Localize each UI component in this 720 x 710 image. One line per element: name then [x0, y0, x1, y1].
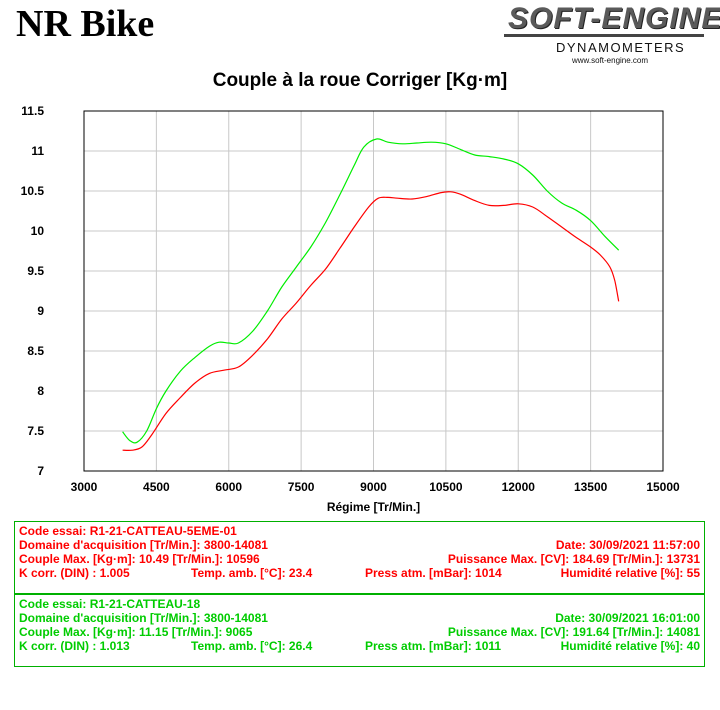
y-tick-label-1: 11	[31, 144, 44, 158]
run-couple-max: Couple Max. [Kg·m]: 11.15 [Tr/Min.]: 906…	[19, 625, 253, 639]
chart-grid	[83, 110, 664, 472]
y-axis-ticks: 11.5 11 10.5 10 9.5 9 8.5 8 7.5 7	[21, 104, 45, 478]
series-line-red	[122, 191, 620, 452]
x-tick-label-1: 4500	[143, 480, 170, 494]
y-tick-label-3: 10	[31, 224, 45, 238]
y-tick-label-4: 9.5	[27, 264, 44, 278]
x-axis-ticks: 3000 4500 6000 7500 9000 10500 12000 13500 15000	[71, 480, 680, 494]
x-tick-label-5: 10500	[429, 480, 463, 494]
y-tick-label-2: 10.5	[21, 184, 45, 198]
run-code: Code essai: R1-21-CATTEAU-18	[19, 597, 201, 611]
x-tick-label-8: 15000	[646, 480, 680, 494]
series-line-green	[122, 138, 620, 444]
x-tick-label-2: 6000	[215, 480, 242, 494]
soft-engine-logo: SOFT-ENGINE DYNAMOMETERS www.soft-engine…	[500, 0, 720, 72]
x-tick-label-4: 9000	[360, 480, 387, 494]
y-tick-label-5: 9	[37, 304, 44, 318]
chart-title: Couple à la roue Corriger [Kg·m]	[212, 70, 508, 91]
run-puissance-max: Puissance Max. [CV]: 191.64 [Tr/Min.]: 1…	[447, 625, 700, 639]
run-kcorr: K corr. (DIN) : 1.013	[19, 639, 130, 653]
brand-title: NR Bike	[16, 3, 155, 45]
logo-main-text: SOFT-ENGINE	[508, 2, 720, 35]
plot-frame	[83, 110, 664, 472]
run-code: Code essai: R1-21-CATTEAU-5EME-01	[19, 524, 237, 538]
run-humidite: Humidité relative [%]: 55	[560, 566, 700, 580]
run-couple-max: Couple Max. [Kg·m]: 10.49 [Tr/Min.]: 105…	[19, 552, 260, 566]
x-axis-label: Régime [Tr/Min.]	[327, 500, 420, 514]
run-domaine: Domaine d'acquisition [Tr/Min.]: 3800-14…	[19, 611, 268, 625]
run-press: Press atm. [mBar]: 1014	[365, 566, 502, 580]
logo-bar	[504, 34, 704, 37]
torque-chart: 3000 4500 6000 7500 9000 10500 12000 13500 15000…	[21, 104, 680, 514]
run-press: Press atm. [mBar]: 1011	[365, 639, 502, 653]
run-puissance-max: Puissance Max. [CV]: 184.69 [Tr/Min.]: 1…	[447, 552, 700, 566]
y-tick-label-9: 7	[37, 464, 44, 478]
run-date: Date: 30/09/2021 16:01:00	[555, 611, 700, 625]
x-tick-label-6: 12000	[502, 480, 536, 494]
run-domaine: Domaine d'acquisition [Tr/Min.]: 3800-14…	[19, 538, 268, 552]
run-temp: Temp. amb. [°C]: 23.4	[191, 566, 313, 580]
run-kcorr: K corr. (DIN) : 1.005	[19, 566, 130, 580]
run-humidite: Humidité relative [%]: 40	[560, 639, 700, 653]
logo-sub-text: DYNAMOMETERS	[556, 40, 686, 55]
run-info-green: Code essai: R1-21-CATTEAU-18 Domaine d'a…	[14, 594, 705, 667]
y-tick-label-7: 8	[37, 384, 44, 398]
x-tick-label-0: 3000	[71, 480, 98, 494]
run-temp: Temp. amb. [°C]: 26.4	[191, 639, 313, 653]
x-tick-label-3: 7500	[288, 480, 315, 494]
run-date: Date: 30/09/2021 11:57:00	[555, 538, 700, 552]
y-tick-label-6: 8.5	[27, 344, 44, 358]
logo-url-text: www.soft-engine.com	[572, 56, 649, 65]
run-info-red: Code essai: R1-21-CATTEAU-5EME-01 Domain…	[14, 521, 705, 594]
y-tick-label-8: 7.5	[27, 424, 44, 438]
y-tick-label-0: 11.5	[21, 104, 44, 118]
x-tick-label-7: 13500	[574, 480, 608, 494]
chart-series	[122, 138, 620, 452]
